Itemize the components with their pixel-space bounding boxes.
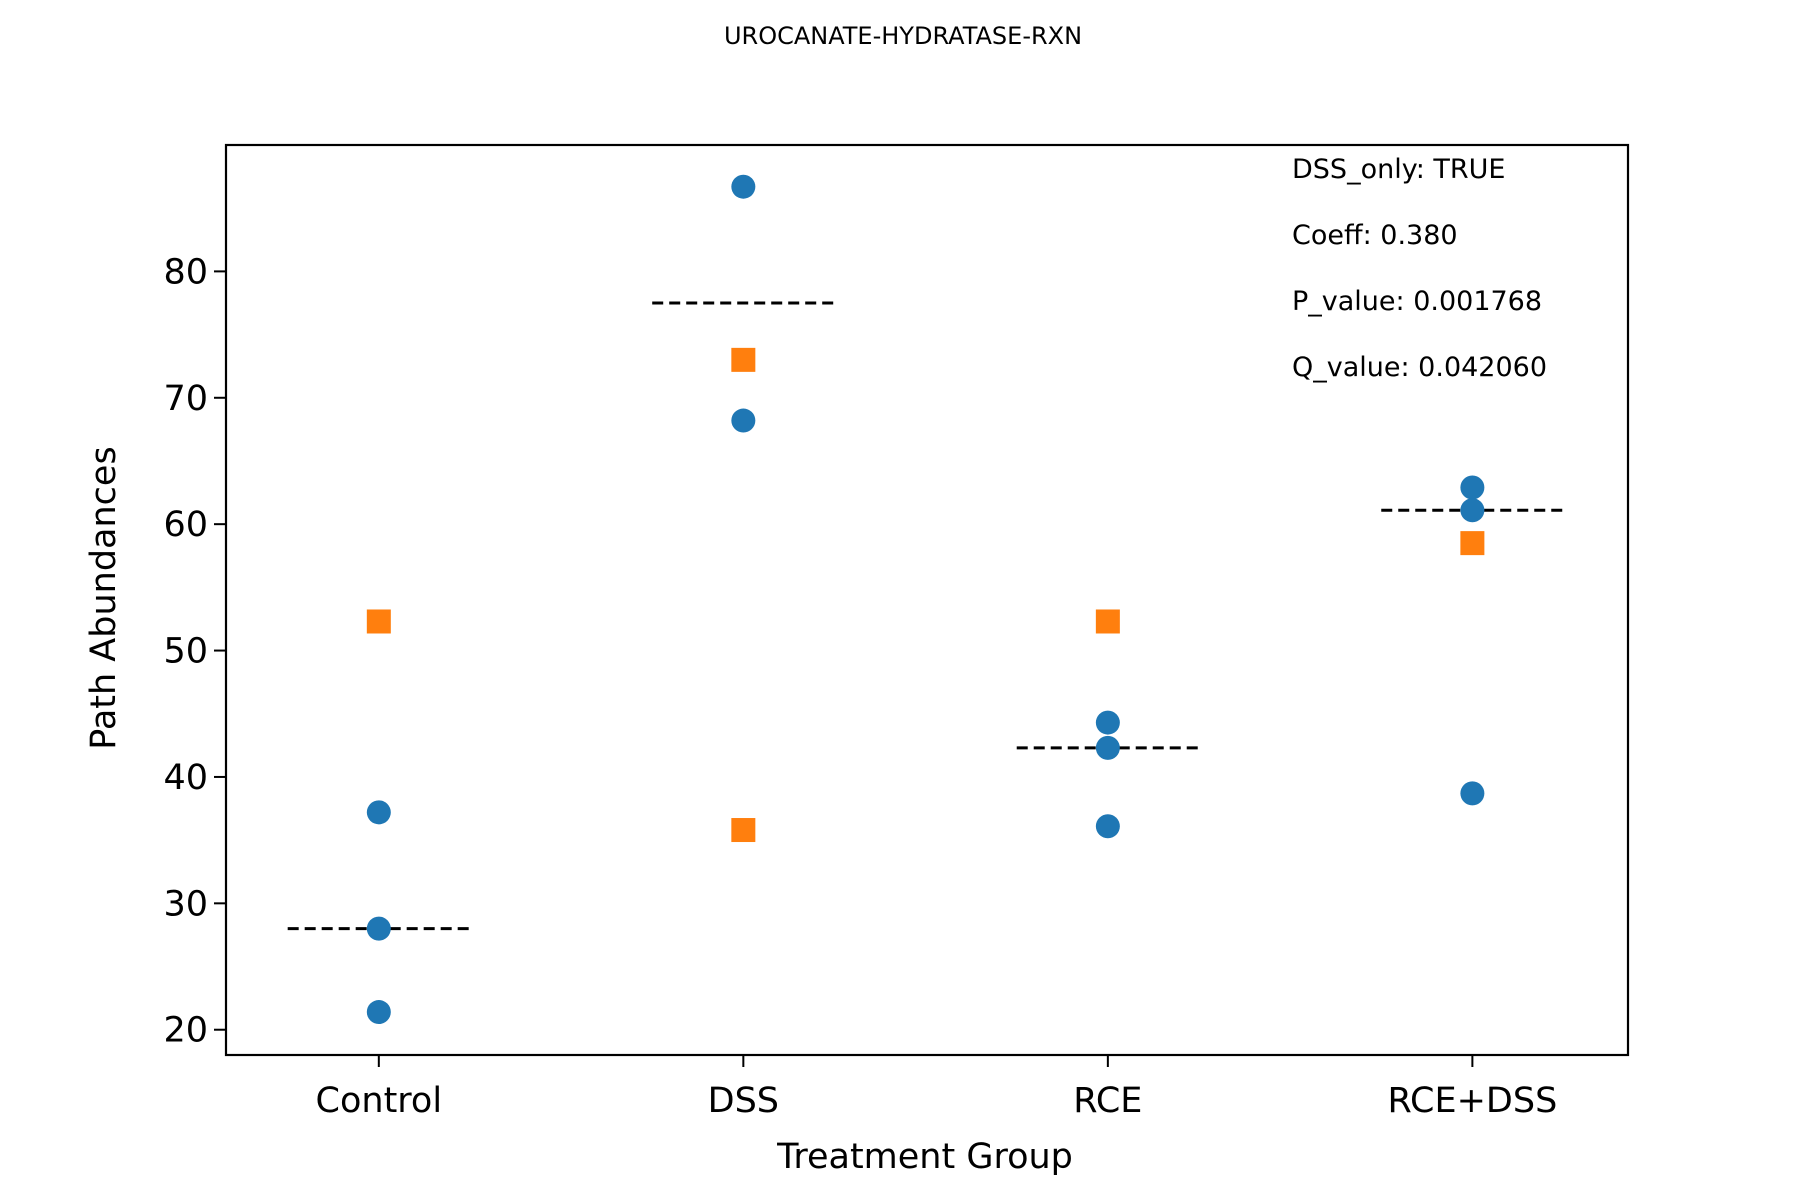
- plot-area: 20 30 40 50 60 70 80 Control DSS RCE RCE+DSS: [163, 174, 1564, 1121]
- data-point-square: [1460, 531, 1485, 556]
- y-axis-label: Path Abundances: [84, 446, 124, 749]
- x-tick-label: Control: [316, 1081, 443, 1121]
- data-point-circle: [366, 916, 391, 941]
- data-point-square: [731, 347, 756, 372]
- data-point-circle: [1460, 475, 1485, 500]
- data-point-square: [1095, 609, 1120, 634]
- stats-annotation: P_value: 0.001768: [1292, 286, 1542, 317]
- x-tick-label: RCE+DSS: [1387, 1081, 1557, 1121]
- stats-annotation: Coeff: 0.380: [1292, 220, 1458, 251]
- x-tick-label: RCE: [1073, 1081, 1142, 1121]
- stats-annotations: DSS_only: TRUE Coeff: 0.380 P_value: 0.001…: [1292, 154, 1547, 383]
- x-tick-label: DSS: [708, 1081, 779, 1121]
- y-tick-label: 70: [163, 379, 208, 419]
- data-point-circle: [1095, 735, 1120, 760]
- data-point-circle: [366, 800, 391, 825]
- chart-title: UROCANATE-HYDRATASE-RXN: [724, 22, 1082, 50]
- data-point-circle: [1460, 781, 1485, 806]
- data-point-square: [731, 818, 756, 843]
- data-point-circle: [731, 174, 756, 199]
- y-tick-label: 40: [163, 758, 208, 798]
- data-point-square: [366, 609, 391, 634]
- data-point-circle: [366, 1000, 391, 1025]
- data-point-circle: [1460, 498, 1485, 523]
- data-point-circle: [1095, 814, 1120, 839]
- y-tick-label: 20: [163, 1011, 208, 1051]
- x-axis-label: Treatment Group: [776, 1137, 1073, 1177]
- y-tick-label: 80: [163, 252, 208, 292]
- y-tick-label: 50: [163, 632, 208, 672]
- data-point-circle: [731, 408, 756, 433]
- stats-annotation: Q_value: 0.042060: [1292, 352, 1547, 383]
- stats-annotation: DSS_only: TRUE: [1292, 154, 1505, 185]
- y-tick-label: 30: [163, 884, 208, 924]
- plot-frame: [224, 143, 1630, 1057]
- data-point-circle: [1095, 710, 1120, 735]
- y-tick-label: 60: [163, 505, 208, 545]
